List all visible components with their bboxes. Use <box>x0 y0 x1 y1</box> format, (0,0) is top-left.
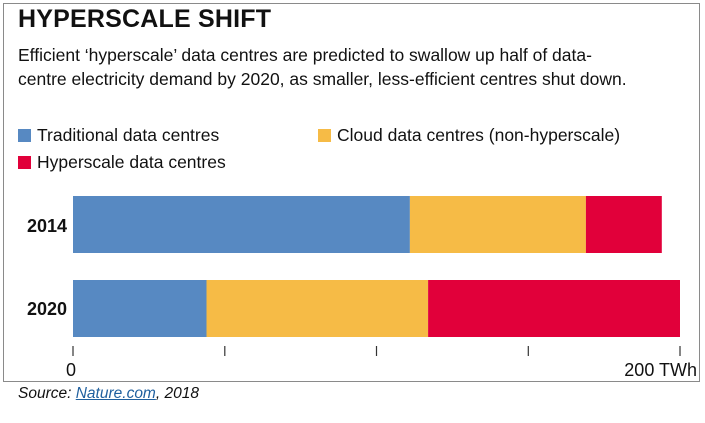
bar-2020-cloud <box>206 280 429 337</box>
source-suffix: , 2018 <box>155 385 199 402</box>
legend-swatch-hyperscale <box>18 155 31 169</box>
chart-frame <box>3 3 700 382</box>
bar-2020-hyperscale <box>428 280 680 337</box>
legend-swatch-cloud <box>318 128 331 142</box>
chart-subtitle: Efficient ‘hyperscale’ data centres are … <box>18 45 627 89</box>
bar-2014-hyperscale <box>585 196 662 253</box>
legend-label-hyperscale: Hyperscale data centres <box>37 151 226 172</box>
x-tick-label-0: 0 <box>66 360 76 380</box>
category-label-2014: 2014 <box>27 216 67 236</box>
category-label-2020: 2020 <box>27 299 67 319</box>
x-tick-label-200: 200 TWh <box>624 360 697 380</box>
legend-item-cloud: Cloud data centres (non-hyperscale) <box>318 123 620 147</box>
legend-item-traditional: Traditional data centres <box>18 123 219 147</box>
legend-swatch-traditional <box>18 128 31 142</box>
source-prefix: Source: <box>18 385 76 402</box>
legend-label-cloud: Cloud data centres (non-hyperscale) <box>337 124 621 145</box>
source-note: Source: Nature.com, 2018 <box>18 385 199 403</box>
bar-2020-traditional <box>73 280 207 337</box>
legend-item-hyperscale: Hyperscale data centres <box>18 150 226 174</box>
bar-2014-cloud <box>409 196 586 253</box>
chart-title: HYPERSCALE SHIFT <box>18 5 272 33</box>
source-link[interactable]: Nature.com <box>75 385 156 402</box>
legend-label-traditional: Traditional data centres <box>37 124 220 145</box>
bar-2014-traditional <box>73 196 410 253</box>
